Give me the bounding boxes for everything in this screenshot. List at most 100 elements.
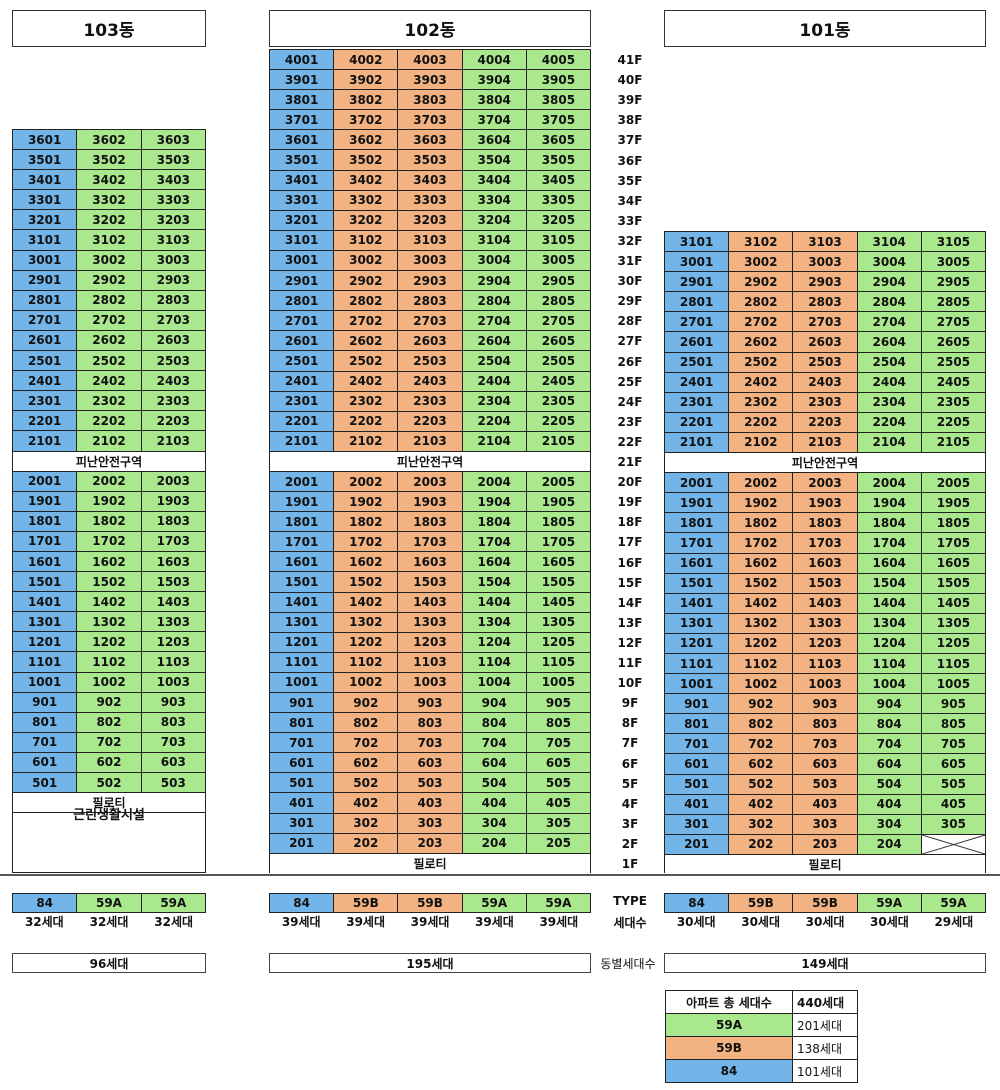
unit-cell: 1803 — [793, 513, 858, 534]
unit-row: 2101 2102 2103 2104 2105 — [270, 431, 591, 452]
unit-row: 2001 2002 2003 — [13, 471, 205, 492]
unit-cell: 1805 — [921, 513, 986, 534]
unit-cell: 1104 — [857, 653, 922, 675]
unit-cell: 902 — [729, 694, 794, 715]
floor-label: 20F — [617, 475, 643, 490]
unit-cell: 2703 — [398, 311, 463, 332]
unit-cell: 1201 — [665, 633, 730, 654]
unit-cell: 1401 — [13, 592, 78, 613]
unit-cell: 1902 — [77, 491, 142, 512]
unit-cell: 802 — [334, 713, 399, 734]
unit-row: 2601 2602 2603 2604 2605 — [665, 332, 986, 353]
unit-cell: 2505 — [921, 352, 986, 373]
households-cell: 39세대 — [475, 915, 514, 929]
unit-cell: 4002 — [334, 50, 399, 71]
unit-cell: 2802 — [77, 290, 142, 311]
unit-row: 3301 3302 3303 3304 3305 — [270, 190, 591, 211]
unit-cell: 2505 — [526, 351, 591, 372]
unit-cell: 603 — [398, 753, 463, 774]
unit-row: 1901 1902 1903 1904 1905 — [665, 493, 986, 514]
unit-cell: 1603 — [793, 553, 858, 574]
unit-cell: 501 — [270, 773, 335, 794]
unit-row: 1501 1502 1503 — [13, 572, 205, 593]
unit-cell: 1403 — [793, 593, 858, 614]
unit-cell: 2003 — [398, 471, 463, 493]
unit-cell: 3004 — [462, 250, 527, 272]
unit-cell: 602 — [334, 753, 399, 774]
refuge-zone-label: 피난안전구역 — [13, 451, 205, 472]
type-label: TYPE — [613, 894, 647, 908]
unit-cell: 2704 — [857, 312, 922, 333]
legend-type-59a: 59A — [665, 1013, 793, 1037]
unit-row: 2901 2902 2903 2904 2905 — [665, 272, 986, 293]
piloti-label: 필로티 — [665, 854, 985, 875]
unit-cell: 904 — [857, 694, 922, 715]
unit-row: 2401 2402 2403 2404 2405 — [270, 371, 591, 392]
floor-label: 4F — [621, 796, 639, 811]
floor-label: 11F — [617, 656, 643, 670]
unit-cell: 1502 — [729, 573, 794, 594]
unit-cell: 2203 — [398, 411, 463, 432]
unit-row: 2801 2802 2803 — [13, 290, 205, 311]
unit-cell: 1202 — [729, 633, 794, 654]
unit-row: 3101 3102 3103 3104 3105 — [270, 230, 591, 251]
unit-cell: 3403 — [398, 170, 463, 191]
unit-cell: 3503 — [141, 150, 205, 171]
floor-label: 12F — [617, 635, 643, 650]
unit-row: 3601 3602 3603 3604 3605 — [270, 130, 591, 151]
unit-cell: 3905 — [526, 70, 591, 91]
unit-cell: 1602 — [729, 553, 794, 574]
unit-cell: 1505 — [921, 573, 986, 594]
unit-cell: 1405 — [921, 593, 986, 614]
unit-cell: 2702 — [334, 311, 399, 332]
unit-row: 3101 3102 3103 — [13, 230, 205, 251]
unit-cell: 304 — [857, 814, 922, 835]
unit-cell: 2702 — [77, 310, 142, 331]
unit-cell: 2304 — [857, 392, 922, 413]
unit-cell: 1402 — [729, 593, 794, 614]
unit-row: 2801 2802 2803 2804 2805 — [270, 291, 591, 312]
unit-row: 301 302 303 304 305 — [665, 814, 986, 835]
unit-cell: 1102 — [729, 653, 794, 675]
unit-cell: 2204 — [462, 411, 527, 432]
households-label: 세대수 — [613, 916, 647, 930]
unit-cell: 1803 — [141, 511, 205, 532]
unit-row: 2901 2902 2903 2904 2905 — [270, 271, 591, 292]
unit-cell: 2401 — [270, 371, 335, 392]
unit-row: 801 802 803 804 805 — [270, 713, 591, 734]
unit-row: 3301 3302 3303 — [13, 190, 205, 211]
unit-row: 601 602 603 604 605 — [270, 753, 591, 774]
unit-row: 2701 2702 2703 2704 2705 — [270, 311, 591, 332]
unit-cell: 1304 — [462, 612, 527, 633]
unit-cell: 1905 — [921, 493, 986, 514]
unit-cell: 3903 — [398, 70, 463, 91]
unit-cell: 3702 — [334, 110, 399, 131]
unit-cell: 403 — [793, 794, 858, 815]
legend-type-84: 84 — [665, 1059, 793, 1083]
unit-cell: 3104 — [857, 232, 922, 253]
unit-cell: 2302 — [77, 391, 142, 412]
unit-cell: 1005 — [921, 674, 986, 695]
unit-cell: 2802 — [334, 291, 399, 312]
unit-cell: 2901 — [665, 272, 730, 293]
unit-cell: 2305 — [526, 391, 591, 412]
unit-cell: 1403 — [141, 592, 205, 613]
unit-cell: 3003 — [141, 250, 205, 271]
unit-cell: 2604 — [462, 331, 527, 352]
unit-cell: 903 — [141, 692, 205, 713]
unit-cell: 2103 — [398, 431, 463, 452]
floor-label: 8F — [621, 716, 639, 731]
unit-cell: 2004 — [462, 471, 527, 493]
unit-row: 3201 3202 3203 — [13, 210, 205, 231]
unit-cell: 1302 — [334, 612, 399, 633]
unit-cell: 1502 — [334, 572, 399, 593]
unit-cell: 3502 — [334, 150, 399, 171]
type-cell: 59B — [729, 894, 794, 912]
unit-cell: 2902 — [77, 270, 142, 291]
unit-row: 1601 1602 1603 1604 1605 — [270, 552, 591, 573]
unit-cell: 505 — [526, 773, 591, 794]
unit-cell: 2404 — [857, 372, 922, 393]
unit-cell: 3002 — [729, 252, 794, 273]
unit-cell: 802 — [729, 714, 794, 735]
unit-row: 1301 1302 1303 1304 1305 — [665, 613, 986, 634]
